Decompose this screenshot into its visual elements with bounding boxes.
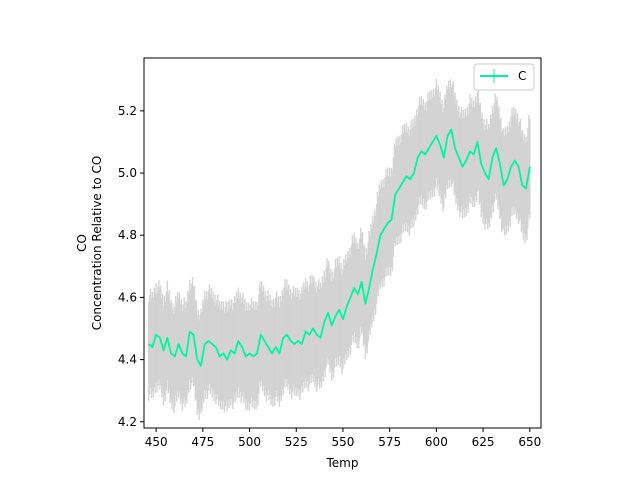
y-tick-label: 4.2 — [118, 415, 137, 429]
y-tick-label: 5.2 — [118, 104, 137, 118]
x-tick-label: 625 — [472, 435, 495, 449]
x-tick-label: 525 — [285, 435, 308, 449]
x-tick-label: 450 — [145, 435, 168, 449]
x-tick-label: 500 — [238, 435, 261, 449]
legend-label: C — [518, 69, 526, 83]
y-tick-label: 5.0 — [118, 166, 137, 180]
x-tick-label: 575 — [378, 435, 401, 449]
y-axis-label-line1: CO — [75, 234, 89, 252]
y-tick-label: 4.8 — [118, 228, 137, 242]
x-axis: 450 475 500 525 550 575 600 625 650 — [145, 428, 541, 449]
y-axis-label-line2: Concentration Relative to CO — [90, 156, 104, 331]
legend: C — [473, 63, 535, 91]
x-tick-label: 550 — [332, 435, 355, 449]
y-tick-label: 4.4 — [118, 353, 137, 367]
error-bars — [147, 78, 531, 420]
series-lines — [148, 128, 531, 367]
y-axis: 4.2 4.4 4.6 4.8 5.0 5.2 — [118, 104, 144, 429]
y-tick-label: 4.6 — [118, 290, 137, 304]
series-line-C — [148, 128, 531, 367]
x-tick-label: 600 — [425, 435, 448, 449]
x-tick-label: 650 — [518, 435, 541, 449]
x-axis-label: Temp — [326, 456, 359, 470]
x-tick-label: 475 — [191, 435, 214, 449]
